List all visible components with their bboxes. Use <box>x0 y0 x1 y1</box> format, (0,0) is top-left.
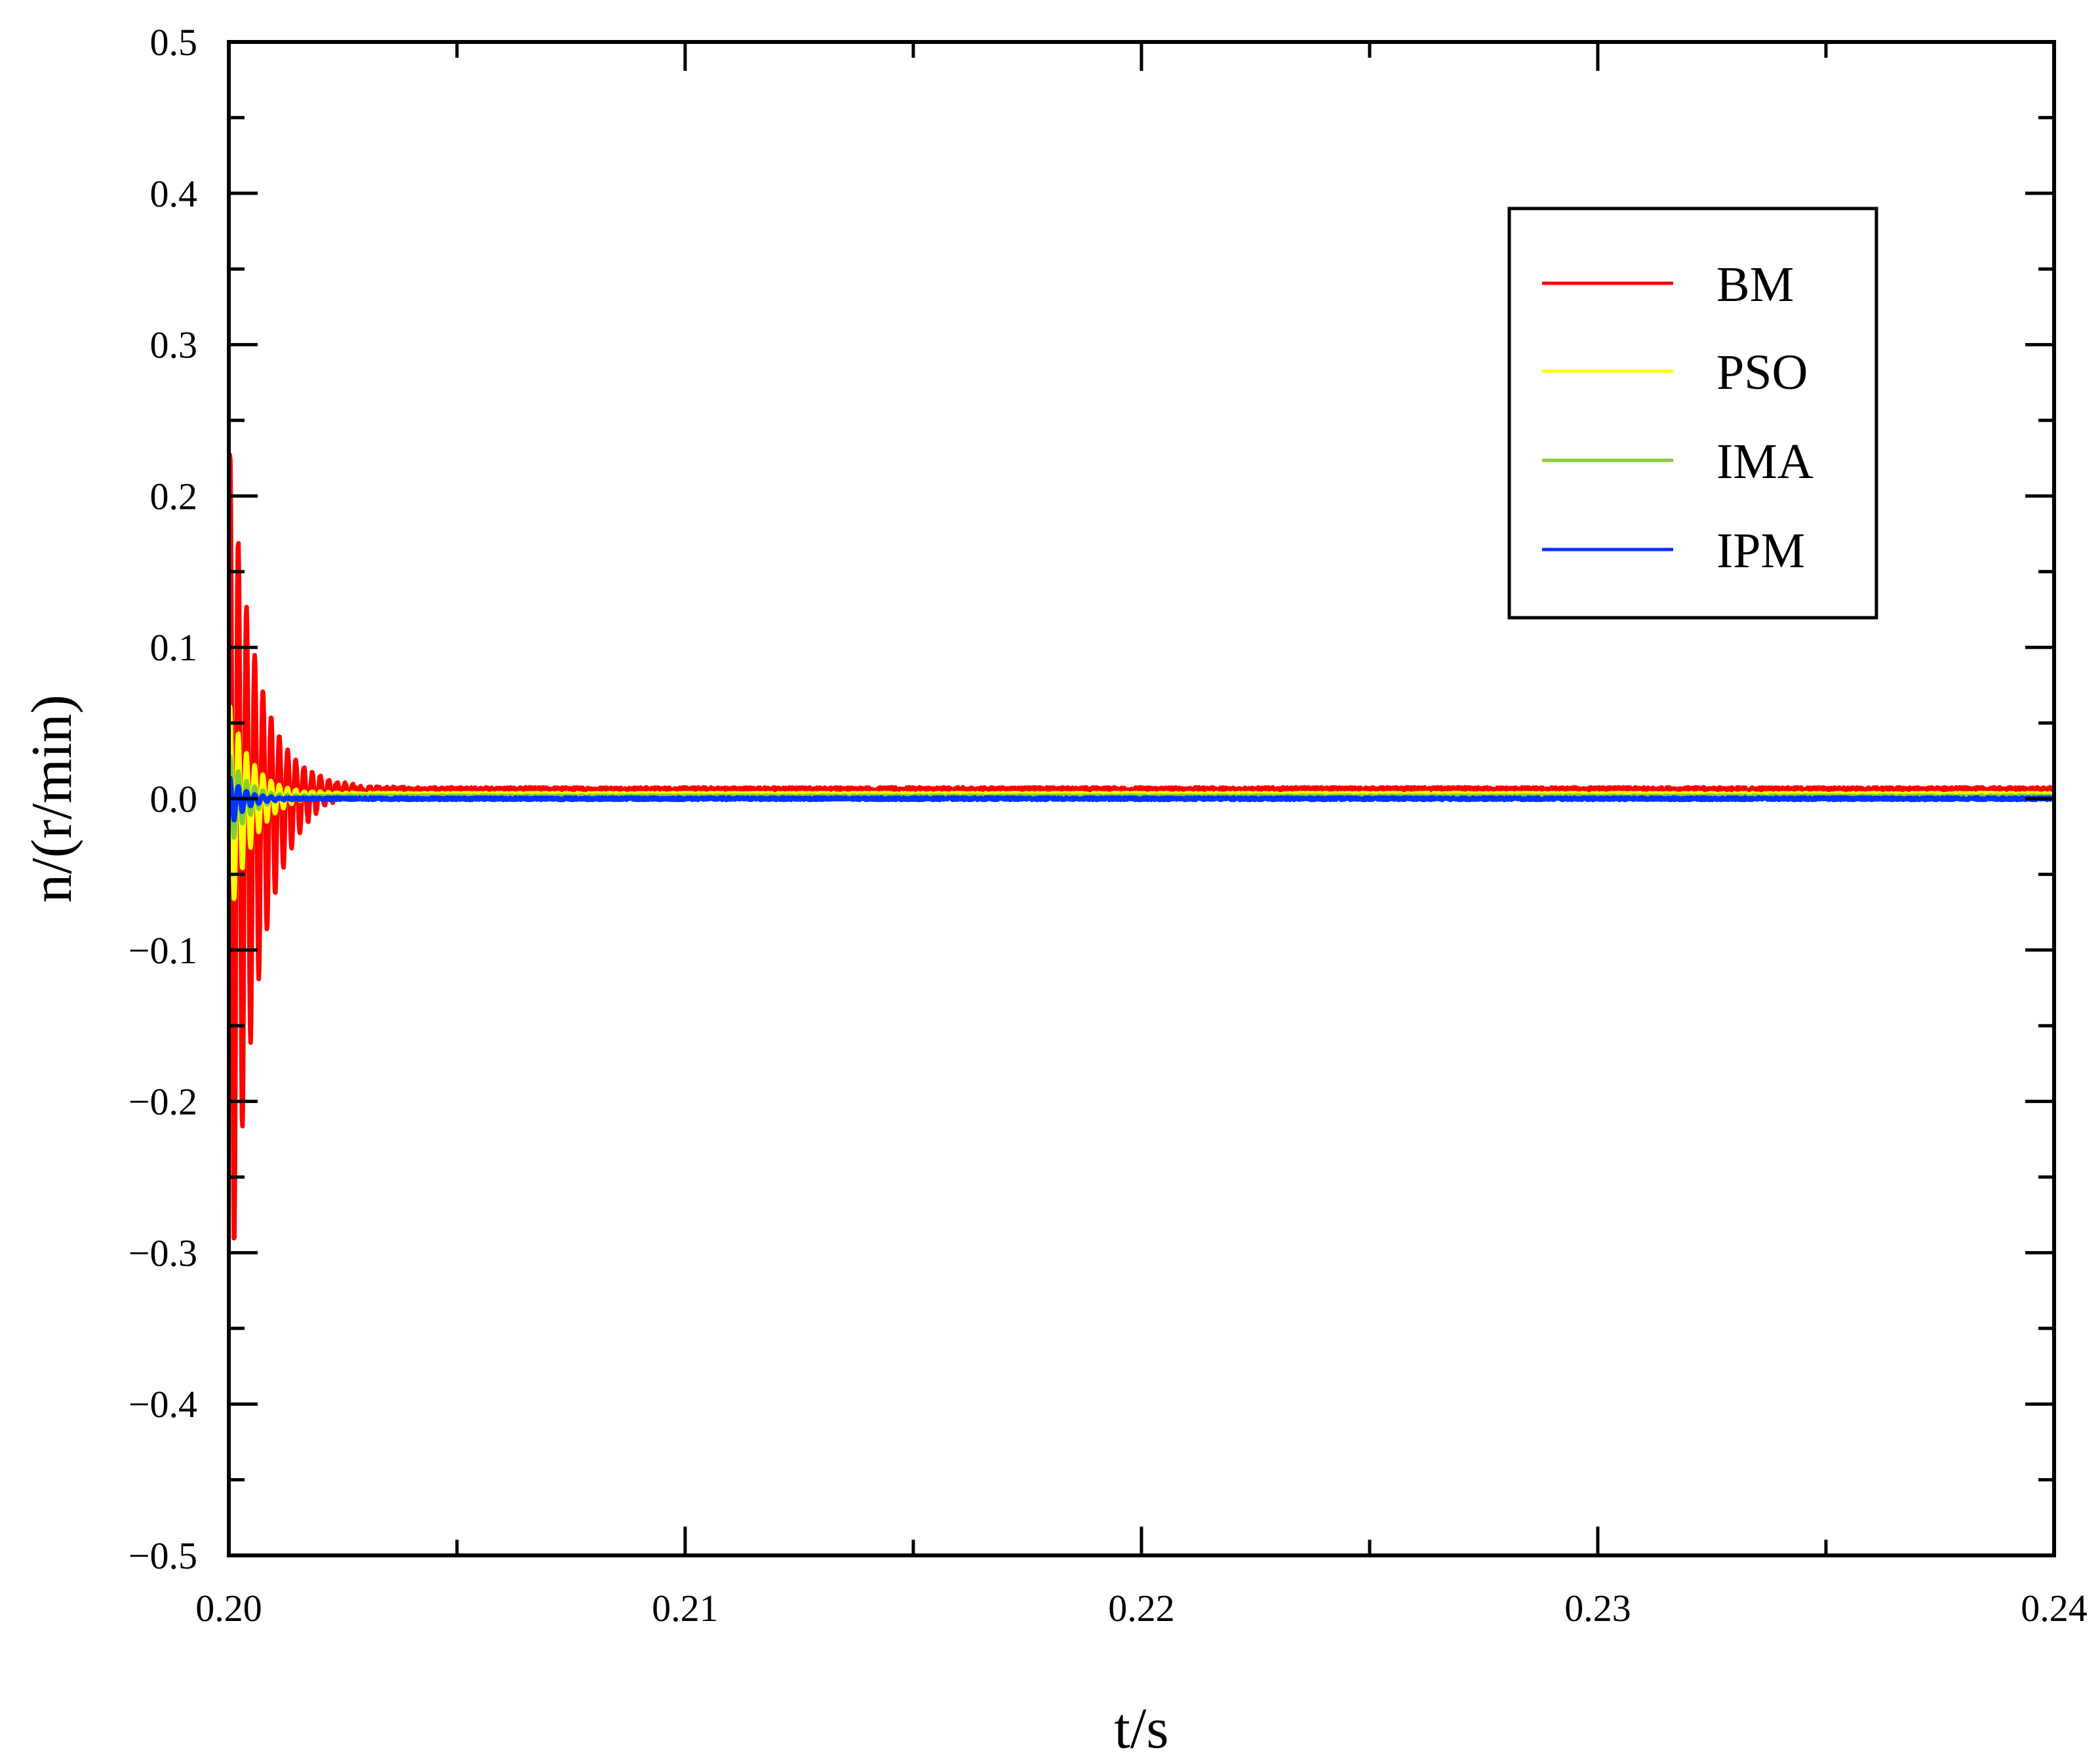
legend: BM PSO IMA IPM <box>1507 207 1878 620</box>
y-tick-label: −0.3 <box>129 1231 197 1274</box>
y-tick-label: −0.2 <box>129 1081 197 1123</box>
y-tick-label: 0.1 <box>150 626 198 669</box>
x-tick-label: 0.21 <box>652 1587 719 1630</box>
y-axis-title: n/(r/min) <box>20 694 84 903</box>
y-tick-label: 0.0 <box>150 778 198 820</box>
legend-label-bm: BM <box>1716 257 1794 312</box>
y-tick-label: −0.1 <box>129 929 197 972</box>
y-tick-label: 0.4 <box>150 172 198 215</box>
legend-box <box>1507 207 1878 620</box>
x-tick-label: 0.23 <box>1564 1587 1631 1630</box>
tick-layer <box>227 40 2056 1557</box>
y-tick-labels: 0.5 0.4 0.3 0.2 0.1 0.0 −0.1 −0.2 −0.3 −0.4 −0.5 <box>129 21 197 1577</box>
x-tick-label: 0.20 <box>195 1587 262 1630</box>
series-line-ipm <box>229 775 2054 823</box>
legend-label-pso: PSO <box>1716 345 1808 400</box>
y-tick-label: −0.4 <box>129 1383 197 1426</box>
y-tick-label: 0.3 <box>150 324 198 367</box>
legend-label-ipm: IPM <box>1716 523 1805 578</box>
y-tick-label: −0.5 <box>129 1534 197 1577</box>
x-tick-label: 0.22 <box>1108 1587 1175 1630</box>
legend-label-ima: IMA <box>1716 434 1813 489</box>
series-layer <box>229 452 2054 1241</box>
x-tick-labels: 0.20 0.21 0.22 0.23 0.24 <box>195 1587 2088 1630</box>
y-tick-label: 0.2 <box>150 475 198 517</box>
x-axis-title: t/s <box>1114 1697 1168 1760</box>
series-line-bm <box>229 452 2054 1241</box>
x-tick-label: 0.24 <box>2021 1587 2088 1630</box>
y-tick-label: 0.5 <box>150 21 198 64</box>
